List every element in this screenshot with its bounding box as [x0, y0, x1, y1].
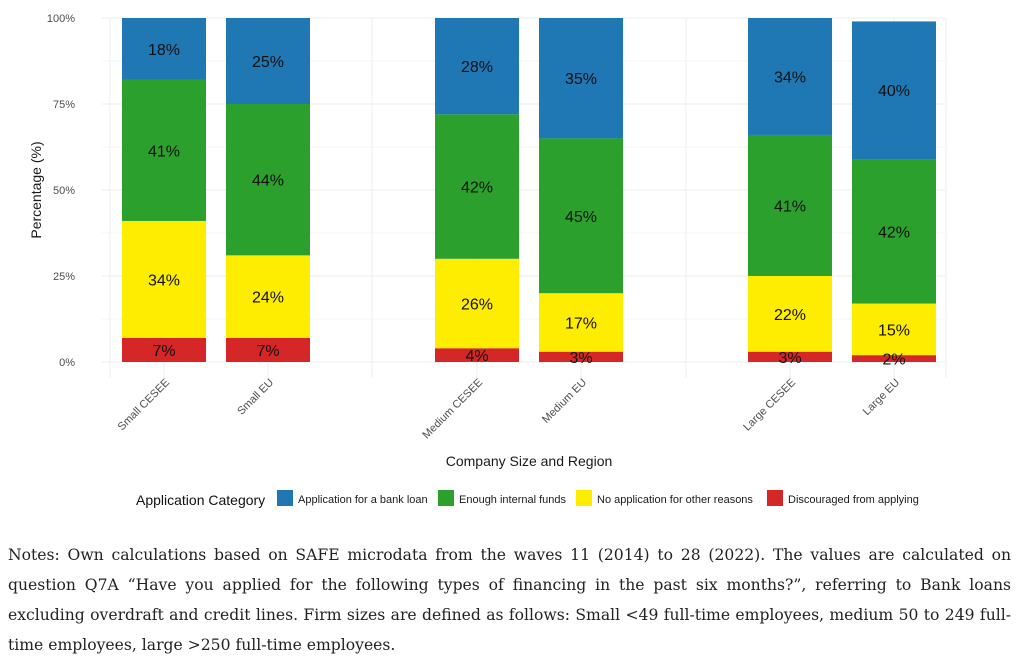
x-tick-label: Large CESEE [741, 377, 798, 434]
data-label: 7% [152, 343, 175, 360]
bar-segment [435, 114, 519, 259]
legend-key [576, 490, 592, 506]
legend-key [767, 490, 783, 506]
bar-segment [539, 351, 623, 362]
data-label: 26% [461, 297, 493, 314]
bar-segment [122, 18, 206, 80]
bar-segment [748, 276, 832, 352]
bar-segment [122, 79, 206, 221]
y-tick-label: 75% [53, 99, 75, 111]
bar-segment [435, 258, 519, 349]
x-axis: Small CESEE Small EU Medium CESEE Medium EU… [116, 377, 902, 442]
data-label: 41% [774, 198, 806, 215]
data-label: 3% [778, 350, 801, 367]
x-axis-title: Company Size and Region [446, 453, 613, 469]
bar-segment [748, 18, 832, 135]
y-axis: 0% 25% 50% 75% 100% [47, 13, 75, 369]
data-label: 22% [774, 307, 806, 324]
data-label: 28% [461, 59, 493, 76]
data-label: 15% [878, 322, 910, 339]
bar-segment [748, 134, 832, 276]
legend: Application Category Application for a b… [136, 490, 919, 508]
legend-key [277, 490, 293, 506]
bar-segment [226, 18, 310, 104]
bar-segment [852, 159, 936, 304]
bar-segment [539, 293, 623, 352]
bar-segment [539, 138, 623, 294]
data-label: 2% [882, 352, 905, 369]
bar-segment [852, 355, 936, 362]
bar-segment [539, 18, 623, 139]
legend-title: Application Category [136, 492, 265, 508]
bar-segment [748, 351, 832, 362]
stacked-bar-chart: 7% 34% 41% 18% 7% 24% 44% 25% 4% 26% 42% 28% 3% 17% 45… [28, 13, 947, 508]
bars [122, 18, 936, 362]
y-tick-label: 50% [53, 185, 75, 197]
bar-segment [435, 348, 519, 362]
legend-key [438, 490, 454, 506]
y-tick-label: 25% [53, 271, 75, 283]
bar-segment [226, 255, 310, 338]
legend-label: Discouraged from applying [788, 494, 919, 506]
x-tick-label: Medium CESEE [420, 377, 485, 442]
legend-label: No application for other reasons [597, 494, 753, 506]
bar-segment [226, 337, 310, 362]
bar-segment [852, 303, 936, 356]
bar-segment [226, 104, 310, 256]
data-label: 4% [465, 348, 488, 365]
data-label: 42% [461, 180, 493, 197]
y-axis-title: Percentage (%) [28, 141, 44, 238]
data-label: 34% [774, 69, 806, 86]
bar-labels: 7% 34% 41% 18% 7% 24% 44% 25% 4% 26% 42% 28% 3% 17% 45… [148, 42, 910, 369]
legend-label: Enough internal funds [459, 494, 567, 506]
data-label: 41% [148, 143, 180, 160]
bar-segment [435, 18, 519, 115]
data-label: 25% [252, 54, 284, 71]
data-label: 42% [878, 224, 910, 241]
data-label: 7% [256, 343, 279, 360]
bar-segment [122, 337, 206, 362]
figure-notes: Notes: Own calculations based on SAFE mi… [8, 546, 1011, 654]
bar-segment [122, 220, 206, 338]
data-label: 18% [148, 42, 180, 59]
x-tick-label: Small CESEE [116, 377, 172, 433]
bar-segment [852, 21, 936, 160]
y-tick-label: 0% [59, 357, 75, 369]
data-label: 34% [148, 272, 180, 289]
y-tick-label: 100% [47, 13, 75, 25]
data-label: 17% [565, 315, 597, 332]
data-label: 45% [565, 209, 597, 226]
legend-label: Application for a bank loan [298, 494, 428, 506]
data-label: 24% [252, 290, 284, 307]
data-label: 44% [252, 173, 284, 190]
x-tick-label: Medium EU [540, 377, 589, 426]
data-label: 3% [569, 350, 592, 367]
data-label: 35% [565, 71, 597, 88]
x-tick-label: Small EU [235, 377, 276, 418]
data-label: 40% [878, 83, 910, 100]
x-tick-label: Large EU [861, 377, 902, 418]
